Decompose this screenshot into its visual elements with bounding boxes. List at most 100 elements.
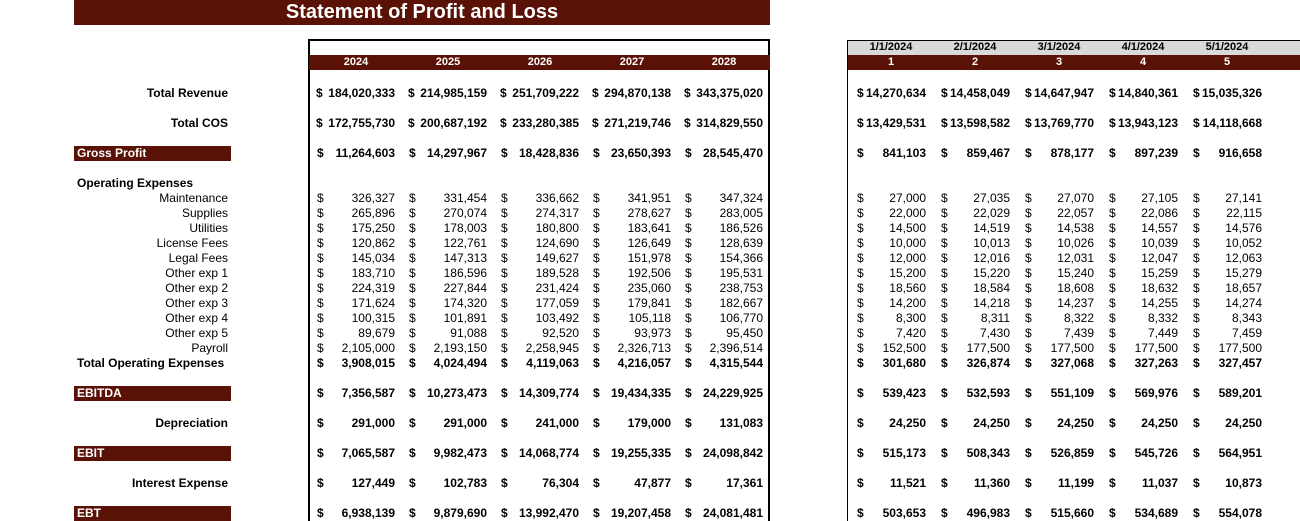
currency: $ [1193, 221, 1200, 235]
currency: $ [941, 236, 948, 250]
amount: 91,088 [450, 326, 487, 340]
date-header: 1/1/2024 [869, 41, 913, 53]
amount: 24,250 [1057, 416, 1094, 430]
currency: $ [941, 191, 948, 205]
currency: $ [857, 356, 864, 370]
currency: $ [1025, 281, 1032, 295]
currency: $ [409, 281, 416, 295]
amount: 265,896 [351, 206, 395, 220]
currency: $ [1109, 326, 1116, 340]
currency: $ [1025, 506, 1032, 520]
currency: $ [1025, 116, 1032, 130]
currency: $ [857, 341, 864, 355]
currency: $ [684, 86, 691, 100]
currency: $ [501, 296, 508, 310]
currency: $ [316, 86, 323, 100]
currency: $ [941, 206, 948, 220]
currency: $ [1025, 86, 1032, 100]
amount: 2,258,945 [525, 341, 579, 355]
currency: $ [592, 86, 599, 100]
currency: $ [941, 446, 948, 460]
currency: $ [1025, 311, 1032, 325]
amount: 274,317 [535, 206, 579, 220]
currency: $ [593, 341, 600, 355]
currency: $ [1109, 191, 1116, 205]
title: Statement of Profit and Loss [285, 1, 559, 23]
currency: $ [685, 311, 692, 325]
currency: $ [1193, 266, 1200, 280]
table-border [847, 40, 848, 521]
currency: $ [1025, 206, 1032, 220]
amount: 14,557 [1141, 221, 1178, 235]
amount: 314,829,550 [696, 116, 763, 130]
currency: $ [408, 86, 415, 100]
amount: 15,035,326 [1201, 86, 1262, 100]
amount: 2,193,150 [433, 341, 487, 355]
currency: $ [941, 281, 948, 295]
currency: $ [857, 146, 864, 160]
amount: 179,841 [627, 296, 671, 310]
amount: 22,115 [1226, 206, 1262, 220]
currency: $ [1193, 146, 1200, 160]
currency: $ [1193, 476, 1200, 490]
amount: 569,976 [1134, 386, 1178, 400]
currency: $ [1193, 341, 1200, 355]
currency: $ [685, 146, 692, 160]
amount: 8,322 [1063, 311, 1094, 325]
currency: $ [857, 281, 864, 295]
currency: $ [857, 266, 864, 280]
currency: $ [501, 506, 508, 520]
row-label: Gross Profit [74, 146, 231, 161]
currency: $ [1025, 416, 1032, 430]
year-header: 2024 [343, 56, 369, 68]
row-label: Depreciation [155, 416, 228, 430]
currency: $ [501, 236, 508, 250]
currency: $ [1109, 206, 1116, 220]
currency: $ [409, 191, 416, 205]
amount: 13,769,770 [1033, 116, 1094, 130]
table-border [308, 39, 310, 521]
year-header: 2028 [711, 56, 737, 68]
amount: 271,219,746 [604, 116, 671, 130]
currency: $ [317, 386, 324, 400]
amount: 564,951 [1218, 446, 1262, 460]
amount: 14,647,947 [1033, 86, 1094, 100]
amount: 291,000 [443, 416, 487, 430]
row-label: Total Revenue [146, 86, 228, 100]
amount: 7,065,587 [341, 446, 395, 460]
amount: 326,874 [966, 356, 1010, 370]
currency: $ [1193, 191, 1200, 205]
currency: $ [941, 86, 948, 100]
amount: 8,311 [980, 311, 1010, 325]
amount: 13,992,470 [518, 506, 579, 520]
date-header: 2/1/2024 [953, 41, 997, 53]
amount: 93,973 [634, 326, 671, 340]
amount: 283,005 [719, 206, 763, 220]
amount: 24,081,481 [702, 506, 763, 520]
amount: 15,240 [1057, 266, 1094, 280]
amount: 27,141 [1225, 191, 1262, 205]
currency: $ [317, 251, 324, 265]
row-label: Other exp 4 [165, 311, 228, 325]
amount: 9,879,690 [433, 506, 487, 520]
currency: $ [409, 386, 416, 400]
amount: 12,016 [973, 251, 1010, 265]
currency: $ [593, 446, 600, 460]
currency: $ [941, 116, 948, 130]
amount: 145,034 [351, 251, 395, 265]
currency: $ [317, 191, 324, 205]
currency: $ [1193, 356, 1200, 370]
amount: 10,039 [1141, 236, 1178, 250]
currency: $ [1109, 116, 1116, 130]
row-label: Interest Expense [131, 476, 228, 490]
amount: 175,250 [351, 221, 395, 235]
currency: $ [409, 311, 416, 325]
amount: 4,315,544 [709, 356, 763, 370]
currency: $ [941, 416, 948, 430]
currency: $ [1193, 116, 1200, 130]
currency: $ [857, 206, 864, 220]
currency: $ [941, 251, 948, 265]
currency: $ [941, 146, 948, 160]
amount: 6,938,139 [341, 506, 395, 520]
